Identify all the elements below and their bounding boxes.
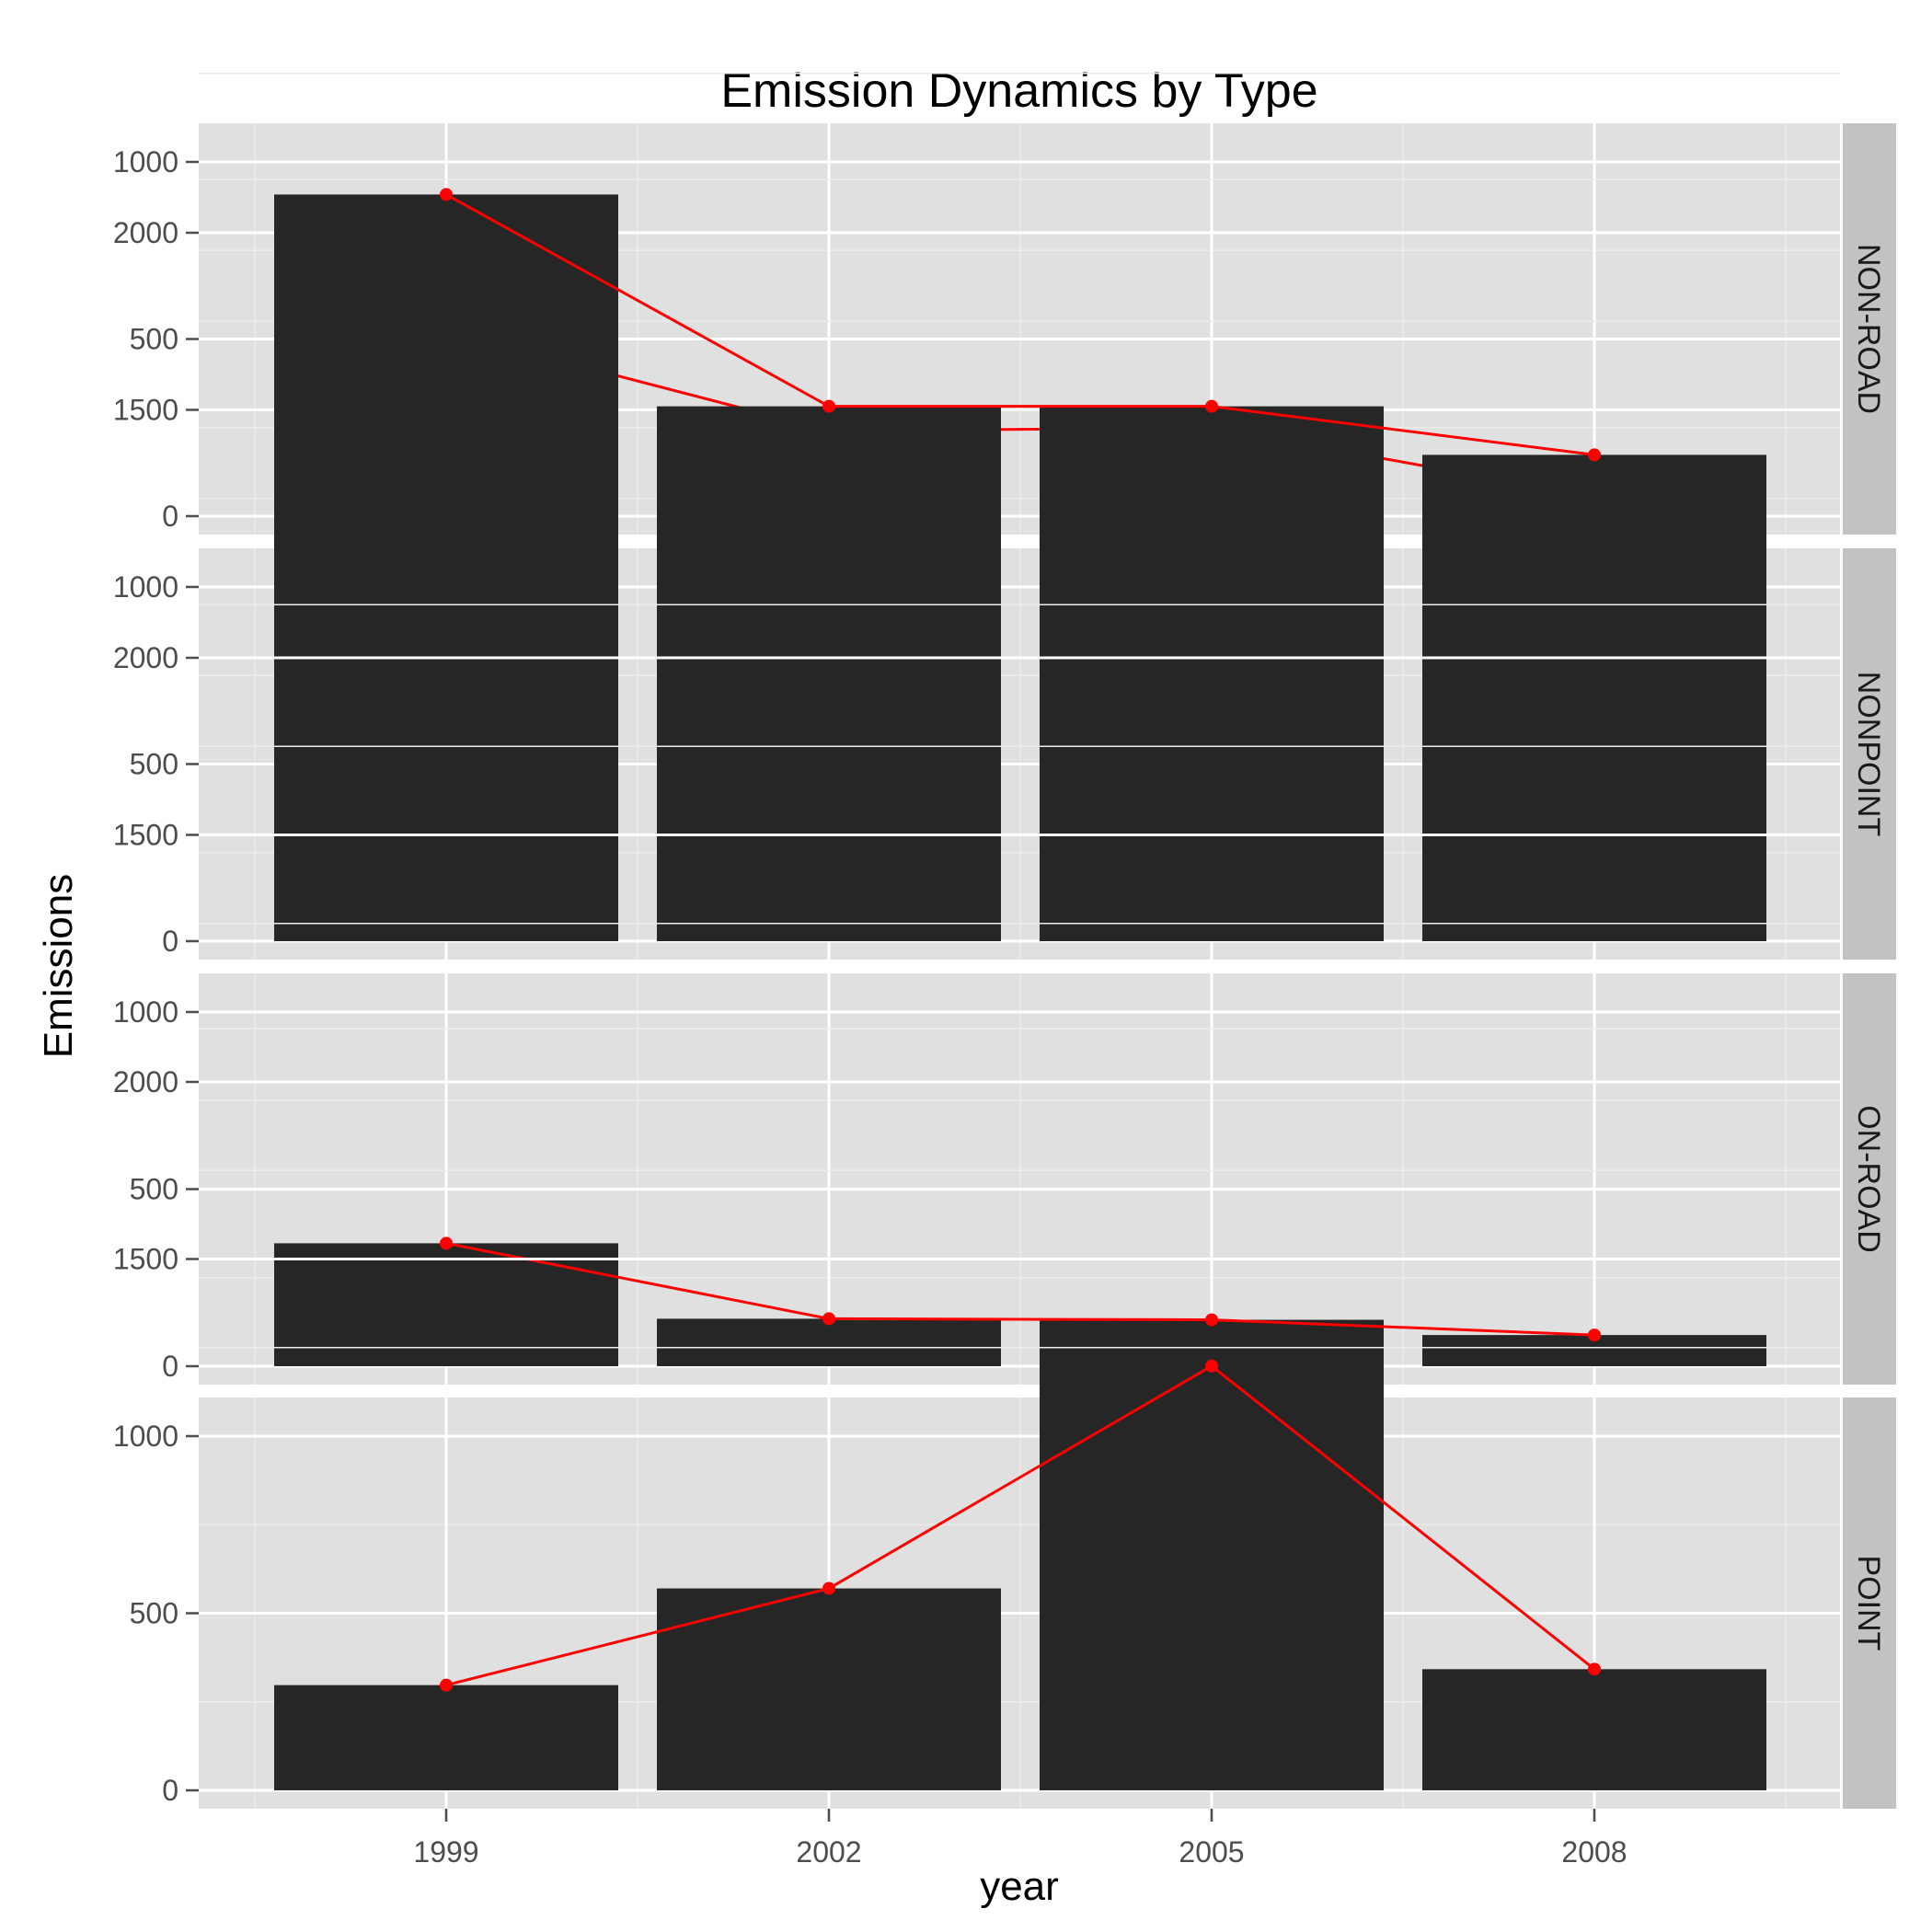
data-point	[822, 1581, 835, 1595]
y-tick-label: 500	[130, 1173, 178, 1206]
data-point	[1205, 1313, 1218, 1327]
y-tick-label: 2000	[113, 216, 178, 249]
trend-line	[445, 193, 1595, 456]
y-tick-label: 1500	[113, 1243, 178, 1276]
y-tick-label: 1000	[113, 995, 178, 1029]
facet-strip-label: POINT	[1851, 1556, 1886, 1651]
data-point	[440, 188, 453, 201]
x-tick-label: 2005	[1179, 1835, 1244, 1869]
trend-line	[445, 1363, 1595, 1687]
facet-strip	[1843, 548, 1896, 960]
y-tick-label: 1000	[113, 145, 178, 178]
y-tick-label: 2000	[113, 1065, 178, 1098]
y-tick-label: 1500	[113, 394, 178, 427]
x-axis-title: year	[980, 1864, 1059, 1909]
data-point	[1588, 1662, 1601, 1676]
data-point	[1205, 399, 1218, 413]
x-tick-label: 2008	[1561, 1835, 1627, 1869]
y-tick-label: 2000	[113, 641, 178, 674]
facet-strip	[1843, 973, 1896, 1385]
y-tick-label: 0	[162, 1350, 178, 1383]
bar	[657, 1318, 1001, 1366]
facet-strip-label: ON-ROAD	[1851, 1105, 1886, 1253]
bar	[1040, 406, 1384, 941]
y-tick-label: 500	[130, 1597, 178, 1630]
trend-line	[445, 329, 1595, 498]
data-point	[822, 399, 835, 413]
data-point	[1205, 1359, 1218, 1373]
data-point	[440, 1236, 453, 1250]
trend-line	[445, 1241, 1595, 1337]
data-point	[822, 1312, 835, 1326]
y-axis-title: Emissions	[36, 874, 81, 1059]
facet-strip-label: NONPOINT	[1851, 672, 1886, 836]
y-tick-label: 1000	[113, 570, 178, 604]
bar	[657, 406, 1001, 941]
facet-strip	[1843, 1397, 1896, 1809]
facet-strip-label: NON-ROAD	[1851, 244, 1886, 414]
bar	[1422, 1669, 1766, 1790]
bar	[274, 1243, 618, 1366]
y-tick-label: 0	[162, 500, 178, 533]
data-point	[1588, 1328, 1601, 1342]
bar	[274, 1685, 618, 1790]
y-tick-label: 0	[162, 925, 178, 958]
y-tick-label: 500	[130, 323, 178, 356]
bar	[1422, 454, 1766, 941]
bar	[274, 194, 618, 942]
y-tick-label: 1500	[113, 0, 178, 2]
bar	[657, 1588, 1001, 1790]
y-tick-label: 500	[130, 748, 178, 781]
x-tick-label: 1999	[413, 1835, 478, 1869]
x-tick-label: 2002	[796, 1835, 861, 1869]
bar	[1040, 1319, 1384, 1366]
y-tick-label: 0	[162, 1774, 178, 1807]
facet-strip	[1843, 123, 1896, 535]
data-point	[440, 1678, 453, 1692]
chart-title: Emission Dynamics by Type	[720, 64, 1317, 118]
y-tick-label: 1000	[113, 1420, 178, 1453]
y-tick-label: 1500	[113, 819, 178, 852]
bar	[1040, 1365, 1384, 1790]
data-point	[1588, 448, 1601, 462]
